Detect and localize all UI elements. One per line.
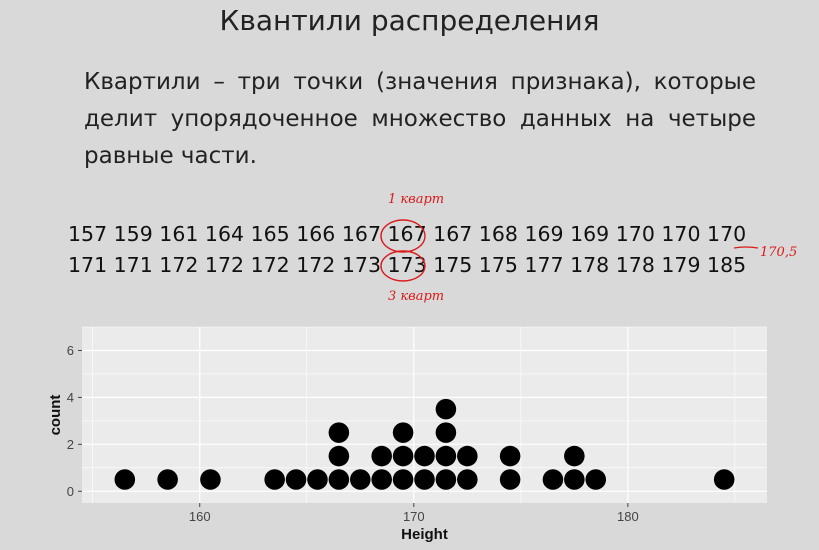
dot	[542, 469, 564, 490]
dot	[414, 445, 435, 467]
dot	[371, 469, 392, 490]
dot	[414, 469, 435, 490]
dots	[114, 398, 735, 490]
dot	[499, 469, 521, 490]
x-tick-label: 160	[189, 509, 211, 524]
x-tick-label: 180	[617, 509, 639, 524]
axis-ticks: 160 170 180 0 2 4 6	[67, 343, 639, 524]
x-tick-label: 170	[403, 509, 425, 524]
dot	[392, 469, 414, 490]
dot	[285, 469, 307, 490]
quartile-definition: Квартили – три точки (значения признака)…	[84, 69, 756, 169]
q1-annotation: 1 кварт	[388, 192, 444, 207]
dot	[713, 469, 735, 490]
dot	[564, 469, 585, 490]
dot	[435, 422, 457, 443]
dot	[499, 445, 521, 467]
dot	[435, 398, 457, 420]
x-axis-title: Height	[401, 526, 448, 543]
q3-circle	[380, 250, 426, 282]
y-tick-label: 0	[67, 484, 74, 499]
y-tick-label: 6	[67, 343, 74, 358]
median-annotation: 170,5	[760, 245, 797, 260]
dot	[435, 469, 457, 490]
sorted-values-row-1: 157 159 161 164 165 166 167 167 167 168 …	[68, 222, 747, 246]
y-tick-label: 4	[67, 390, 74, 405]
dot	[350, 469, 371, 490]
dot	[564, 445, 585, 467]
sorted-values-row-2: 171 171 172 172 172 172 173 173 175 175 …	[68, 253, 747, 277]
dot	[435, 445, 457, 467]
dot	[457, 469, 478, 490]
dot	[392, 445, 414, 467]
dot-plot: 160 170 180 0 2 4 6 Height count	[47, 326, 767, 543]
y-tick-label: 2	[67, 437, 74, 452]
dot	[328, 469, 350, 490]
dot	[585, 469, 607, 490]
dot	[264, 469, 285, 490]
dot	[457, 445, 478, 467]
q3-annotation: 3 кварт	[388, 289, 444, 304]
dot	[328, 445, 350, 467]
dot	[157, 469, 178, 490]
handwritten-annotations: 1 кварт 3 кварт 170,5	[380, 192, 797, 304]
gridlines	[82, 326, 767, 503]
q1-circle	[380, 219, 426, 253]
dot	[392, 422, 414, 443]
slide-title: Квантили распределения	[219, 4, 600, 37]
dot	[371, 445, 392, 467]
median-arrow	[733, 246, 759, 249]
dot	[200, 469, 221, 490]
dot	[328, 422, 350, 443]
dot	[114, 469, 136, 490]
dot	[307, 469, 328, 490]
y-axis-title: count	[47, 395, 64, 436]
